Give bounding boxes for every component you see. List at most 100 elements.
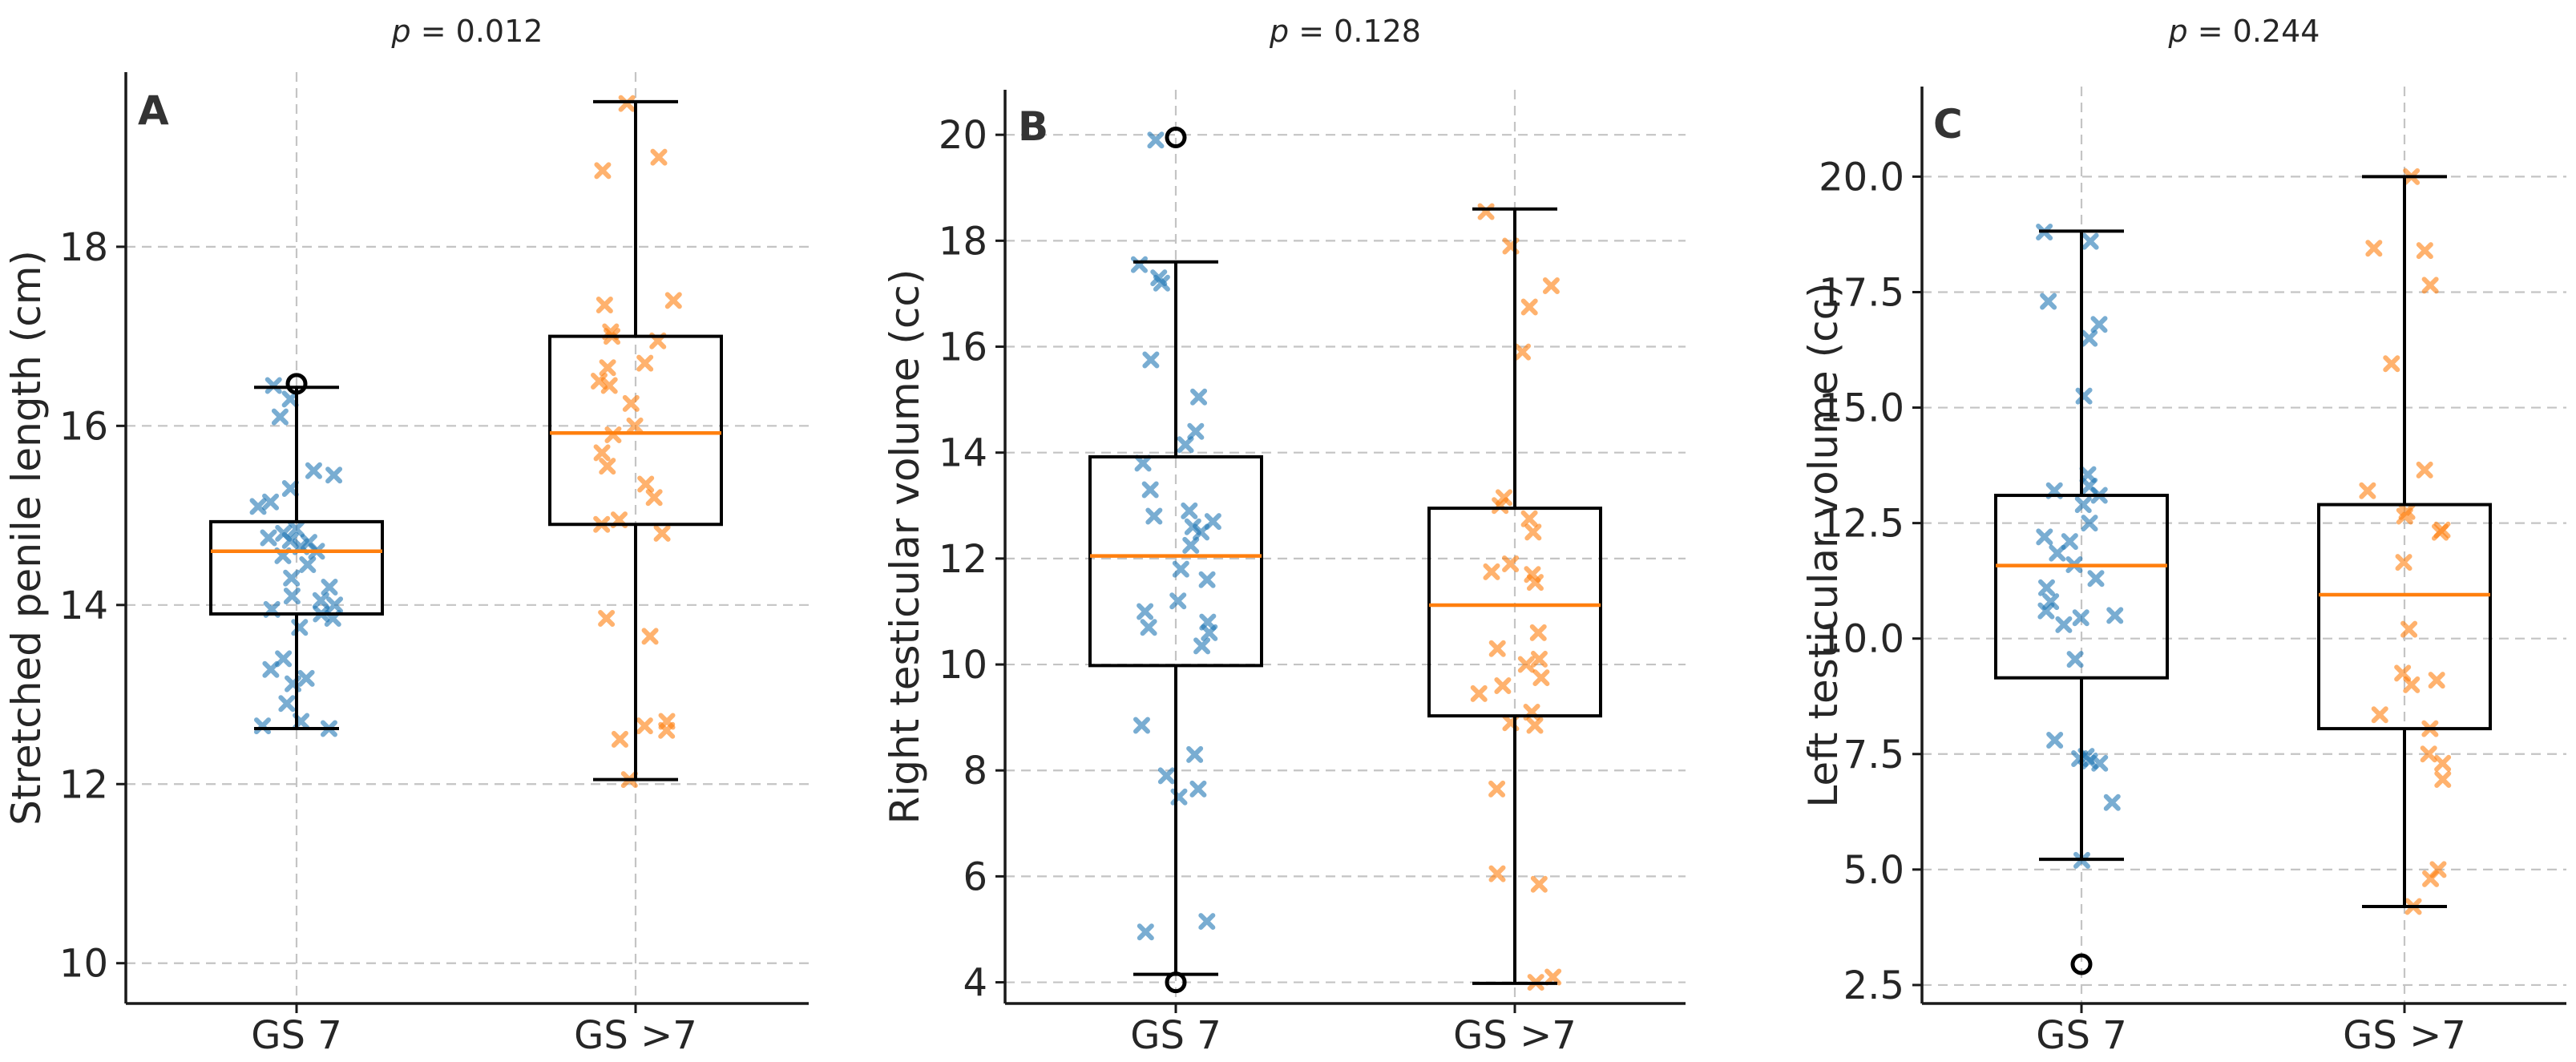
data-point: [645, 489, 663, 507]
box-iqr: [1427, 507, 1602, 718]
data-point: [2036, 528, 2053, 546]
data-point: [664, 292, 682, 309]
data-point: [1133, 717, 1150, 734]
data-point: [249, 498, 267, 515]
data-point: [321, 578, 338, 596]
box-iqr: [209, 519, 384, 616]
data-point: [598, 610, 616, 628]
data-point: [2416, 461, 2433, 479]
panel-letter: B: [1018, 103, 1048, 150]
data-point: [2400, 620, 2418, 638]
data-point: [1141, 481, 1159, 499]
box-iqr: [1088, 454, 1263, 668]
data-point: [1182, 536, 1200, 554]
data-point: [1137, 923, 1154, 941]
data-point: [2421, 277, 2439, 294]
panel-letter: C: [1933, 101, 1963, 147]
y-axis-label: Left testicular volume (cc): [1800, 282, 1847, 807]
y-tick-label: 15.0: [1819, 386, 1904, 431]
data-point: [1514, 343, 1532, 361]
y-tick-label: 12: [939, 537, 987, 582]
data-point: [1142, 351, 1160, 369]
x-tick-label: GS >7: [574, 1013, 697, 1058]
data-point: [300, 534, 317, 551]
data-point: [264, 377, 282, 394]
data-point: [1199, 613, 1217, 631]
panel-c: 2.5 5.0 7.5 10.0 12.5 15.0 17.5 20.0 GS 7 GS >7 Le…: [1800, 14, 2566, 1058]
data-point: [1186, 745, 1204, 763]
data-point: [637, 475, 655, 493]
data-point: [599, 359, 616, 377]
y-tick-label: 5.0: [1843, 848, 1904, 893]
data-point: [2398, 503, 2416, 520]
data-point: [2416, 242, 2433, 260]
panel-title: p = 0.244: [2168, 14, 2320, 49]
box-iqr: [1994, 494, 2169, 680]
y-tick-label: 6: [963, 854, 987, 899]
data-point: [1488, 640, 1506, 657]
y-tick-label: 12: [59, 762, 108, 807]
data-point: [1181, 502, 1198, 519]
data-point: [1198, 571, 1216, 588]
outlier-marker: [1165, 126, 1187, 148]
data-point: [1140, 619, 1157, 636]
data-point: [1488, 865, 1506, 882]
data-point: [260, 529, 277, 547]
data-point: [275, 650, 293, 668]
data-point: [1187, 422, 1205, 440]
p-symbol: p: [391, 14, 411, 49]
data-point: [2429, 861, 2447, 878]
data-point: [1494, 676, 1512, 694]
y-tick-label: 18: [939, 219, 987, 264]
data-point: [1172, 560, 1189, 578]
data-point: [2394, 664, 2412, 682]
data-point: [1524, 566, 1541, 583]
data-point: [636, 354, 654, 372]
data-point: [2072, 609, 2089, 627]
data-point: [2434, 770, 2452, 788]
data-point: [1502, 555, 1520, 572]
data-point: [271, 408, 289, 426]
data-point: [658, 713, 676, 730]
y-axis-label: Right testicular volume (cc): [882, 269, 928, 825]
data-point: [2074, 496, 2092, 514]
data-point: [1529, 624, 1547, 641]
data-point: [262, 493, 280, 511]
data-point: [2087, 570, 2105, 588]
data-point: [1526, 717, 1544, 734]
x-tick-label: GS 7: [2036, 1013, 2126, 1058]
data-point: [1184, 518, 1201, 535]
data-point: [2106, 607, 2124, 624]
data-point: [2103, 793, 2121, 811]
data-point: [2383, 355, 2400, 373]
y-tick-label: 20.0: [1819, 155, 1904, 200]
data-point: [622, 394, 640, 412]
data-point: [626, 417, 644, 434]
y-tick-label: 8: [963, 749, 987, 793]
data-point: [1530, 875, 1548, 893]
data-point: [1198, 913, 1216, 931]
outlier-marker: [2070, 953, 2093, 975]
data-point: [2075, 387, 2093, 405]
data-point: [2081, 515, 2098, 532]
y-tick-label: 10.0: [1819, 617, 1904, 662]
data-point: [1204, 513, 1221, 531]
data-point: [2055, 616, 2073, 633]
data-point: [1530, 650, 1548, 668]
data-point: [283, 569, 301, 587]
data-point: [2081, 232, 2099, 250]
p-value: = 0.128: [1289, 14, 1421, 49]
data-point: [2049, 544, 2066, 562]
data-point: [1488, 780, 1506, 798]
data-point: [591, 372, 608, 390]
y-tick-label: 14: [939, 431, 987, 476]
data-point: [2037, 602, 2055, 620]
outlier-marker: [1165, 971, 1187, 994]
data-point: [325, 466, 343, 484]
y-tick-label: 14: [59, 583, 108, 628]
data-point: [2079, 466, 2097, 483]
data-point: [636, 717, 653, 735]
y-tick-label: 17.5: [1819, 270, 1904, 315]
y-tick-label: 16: [939, 325, 987, 370]
data-point: [281, 390, 299, 408]
